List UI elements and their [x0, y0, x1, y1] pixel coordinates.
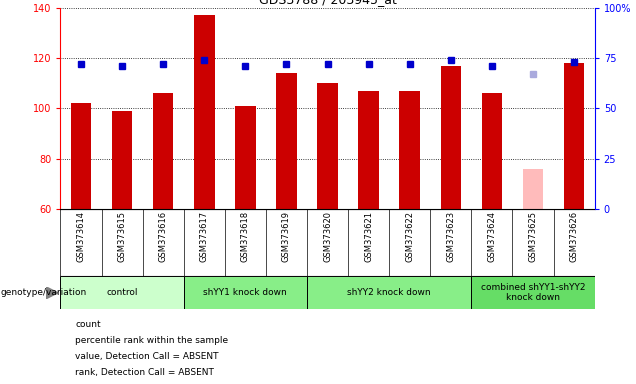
Text: GSM373625: GSM373625	[529, 211, 537, 262]
Title: GDS3788 / 203945_at: GDS3788 / 203945_at	[259, 0, 396, 7]
Text: GSM373622: GSM373622	[405, 211, 414, 262]
Text: GSM373621: GSM373621	[364, 211, 373, 262]
Text: GSM373623: GSM373623	[446, 211, 455, 262]
Text: GSM373617: GSM373617	[200, 211, 209, 262]
Bar	[112, 111, 132, 209]
Bar	[276, 73, 297, 209]
Text: rank, Detection Call = ABSENT: rank, Detection Call = ABSENT	[75, 368, 214, 377]
Text: GSM373614: GSM373614	[76, 211, 85, 262]
Bar	[194, 15, 214, 209]
Text: value, Detection Call = ABSENT: value, Detection Call = ABSENT	[75, 352, 219, 361]
Bar	[307, 276, 471, 309]
Bar	[471, 276, 595, 309]
Text: genotype/variation: genotype/variation	[1, 288, 87, 297]
Text: count: count	[75, 320, 100, 329]
Text: GSM373616: GSM373616	[158, 211, 168, 262]
Text: GSM373618: GSM373618	[241, 211, 250, 262]
Text: combined shYY1-shYY2
knock down: combined shYY1-shYY2 knock down	[481, 283, 585, 303]
Bar	[481, 93, 502, 209]
Bar	[399, 91, 420, 209]
Text: shYY1 knock down: shYY1 knock down	[204, 288, 287, 297]
Text: GSM373624: GSM373624	[487, 211, 497, 262]
Bar	[564, 63, 584, 209]
Text: control: control	[106, 288, 138, 297]
Bar	[441, 66, 461, 209]
Bar	[184, 276, 307, 309]
Text: GSM373626: GSM373626	[570, 211, 579, 262]
Text: percentile rank within the sample: percentile rank within the sample	[75, 336, 228, 345]
Bar	[71, 103, 91, 209]
Text: shYY2 knock down: shYY2 knock down	[347, 288, 431, 297]
Bar	[358, 91, 379, 209]
Bar	[60, 276, 184, 309]
Bar	[153, 93, 174, 209]
Bar	[235, 106, 256, 209]
Text: GSM373619: GSM373619	[282, 211, 291, 262]
Bar	[523, 169, 543, 209]
Text: GSM373620: GSM373620	[323, 211, 332, 262]
Bar	[317, 83, 338, 209]
Text: GSM373615: GSM373615	[118, 211, 127, 262]
Polygon shape	[46, 287, 58, 299]
